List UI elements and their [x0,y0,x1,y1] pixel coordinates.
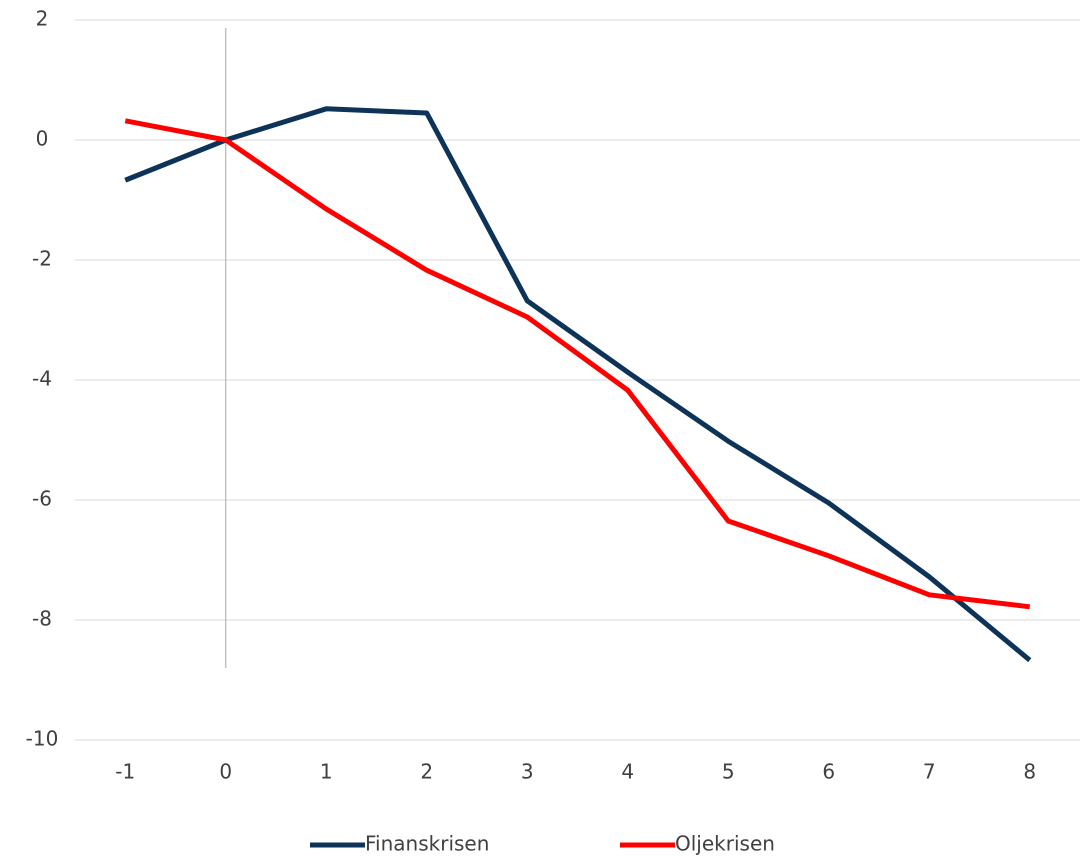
x-tick-label: -1 [115,760,135,784]
x-tick-label: 8 [1023,760,1036,784]
x-tick-label: 7 [923,760,936,784]
y-tick-label: 0 [36,127,49,151]
x-tick-label: 4 [621,760,634,784]
x-tick-label: 1 [320,760,333,784]
x-tick-label: 2 [420,760,433,784]
y-tick-label: 2 [36,7,49,31]
y-tick-label: -4 [32,367,52,391]
x-tick-label: 0 [219,760,232,784]
y-tick-label: -6 [32,487,52,511]
series-line [124,106,1032,663]
legend-label: Finanskrisen [365,832,489,856]
x-tick-label: 3 [521,760,534,784]
y-tick-label: -2 [32,247,52,271]
legend-label: Oljekrisen [675,832,775,856]
x-tick-label: 5 [722,760,735,784]
series-line [124,118,1031,610]
y-tick-label: -10 [26,727,59,751]
y-tick-label: -8 [32,607,52,631]
x-tick-label: 6 [822,760,835,784]
